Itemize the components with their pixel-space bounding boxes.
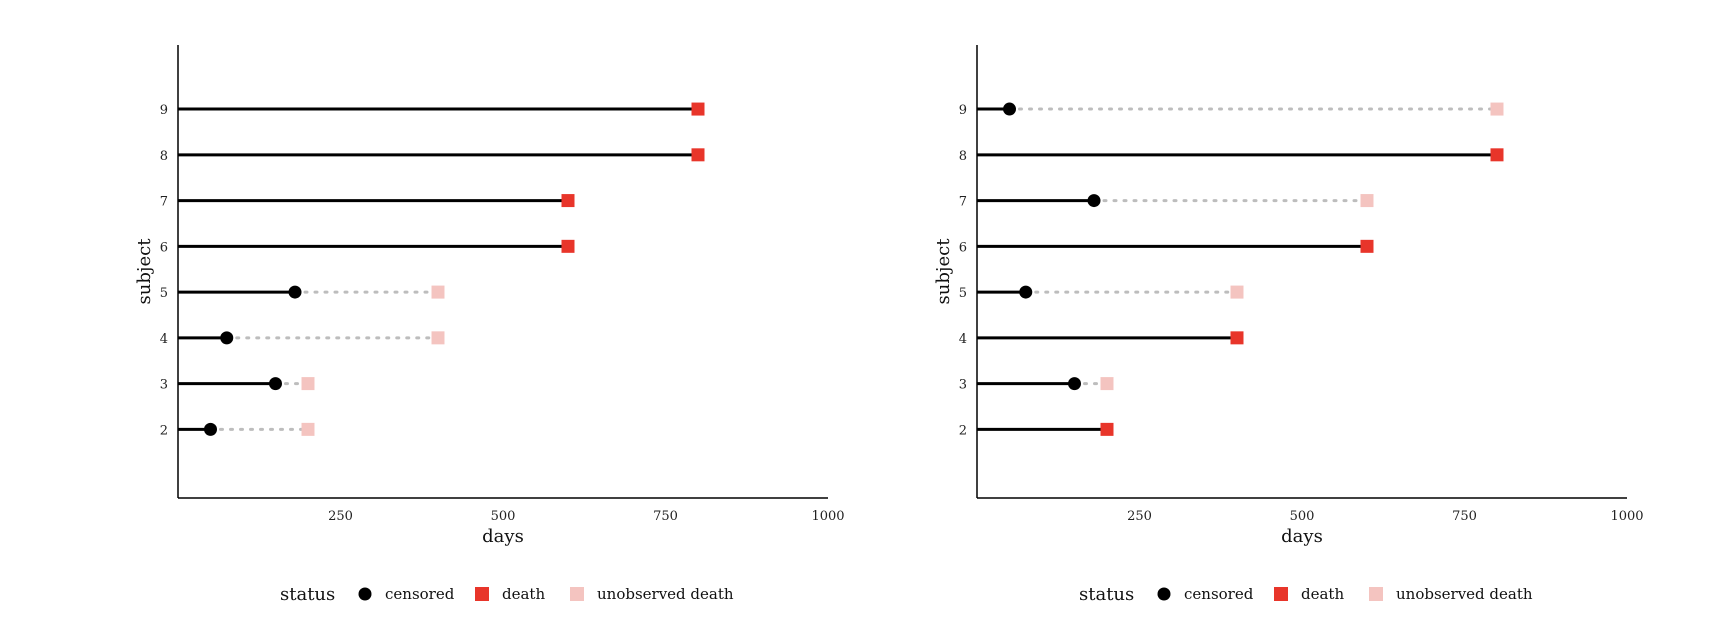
y-tick-label: 4: [959, 332, 967, 347]
y-tick-label: 9: [959, 103, 967, 118]
legend-unobserved-death-label: unobserved death: [597, 585, 734, 603]
x-tick-label: 250: [1127, 509, 1152, 524]
x-tick-label: 250: [328, 509, 353, 524]
x-tick-label: 1000: [1610, 509, 1643, 524]
legend: status censored death unobserved death: [280, 584, 734, 605]
unobserved-death-marker: [1100, 377, 1114, 391]
legend-unobserved-death-key: [1369, 587, 1383, 601]
x-axis-title: days: [482, 526, 524, 547]
legend-censored-key: [358, 587, 372, 601]
legend-unobserved-death-key: [570, 587, 584, 601]
legend-title: status: [1079, 584, 1134, 605]
y-tick-label: 3: [959, 378, 967, 393]
y-tick-label: 2: [160, 423, 168, 438]
x-tick-label: 500: [491, 509, 516, 524]
legend: status censored death unobserved death: [1079, 584, 1533, 605]
y-tick-label: 7: [959, 195, 967, 210]
unobserved-death-marker: [1230, 285, 1244, 299]
death-marker: [691, 148, 705, 162]
x-axis-title: days: [1281, 526, 1323, 547]
censored-marker: [1087, 194, 1101, 208]
y-axis-title: subject: [933, 238, 954, 305]
y-tick-label: 9: [160, 103, 168, 118]
censored-marker: [204, 422, 217, 436]
legend-unobserved-death-label: unobserved death: [1396, 585, 1533, 603]
legend-death-label: death: [1301, 585, 1344, 603]
unobserved-death-marker: [301, 377, 315, 391]
unobserved-death-marker: [431, 285, 445, 299]
death-marker: [561, 194, 575, 208]
y-tick-label: 8: [160, 149, 168, 164]
y-tick-label: 8: [959, 149, 967, 164]
death-marker: [691, 102, 705, 116]
chart-panel-2: 250 500 750 1000 2 3 4 5 6 7 8 9 days subject status ce…: [933, 45, 1644, 605]
unobserved-death-marker: [1490, 102, 1504, 116]
y-axis-title: subject: [134, 238, 155, 305]
y-tick-label: 4: [160, 332, 168, 347]
censored-marker: [288, 285, 302, 299]
death-marker: [1360, 239, 1374, 253]
death-marker: [1100, 422, 1114, 436]
y-tick-label: 2: [959, 423, 967, 438]
censored-marker: [1068, 377, 1081, 391]
x-tick-label: 1000: [811, 509, 844, 524]
y-tick-label: 6: [959, 240, 967, 255]
y-tick-label: 3: [160, 378, 168, 393]
x-tick-label: 500: [1290, 509, 1315, 524]
unobserved-death-marker: [431, 331, 445, 345]
legend-death-key: [475, 587, 489, 601]
legend-title: status: [280, 584, 335, 605]
legend-censored-label: censored: [385, 585, 455, 603]
y-tick-label: 5: [160, 286, 168, 301]
legend-censored-label: censored: [1184, 585, 1254, 603]
x-tick-label: 750: [653, 509, 678, 524]
legend-censored-key: [1157, 587, 1171, 601]
death-marker: [561, 239, 575, 253]
y-tick-label: 7: [160, 195, 168, 210]
legend-death-label: death: [502, 585, 545, 603]
censored-marker: [269, 377, 282, 391]
y-tick-label: 5: [959, 286, 967, 301]
unobserved-death-marker: [301, 422, 315, 436]
censored-marker: [220, 331, 234, 345]
death-marker: [1230, 331, 1244, 345]
y-tick-label: 6: [160, 240, 168, 255]
x-tick-label: 750: [1452, 509, 1477, 524]
chart-panel-1: 250 500 750 1000 2 3 4 5 6 7 8 9 days subject status ce…: [134, 45, 845, 605]
legend-death-key: [1274, 587, 1288, 601]
censored-marker: [1019, 285, 1033, 299]
censored-marker: [1003, 102, 1016, 116]
death-marker: [1490, 148, 1504, 162]
unobserved-death-marker: [1360, 194, 1374, 208]
